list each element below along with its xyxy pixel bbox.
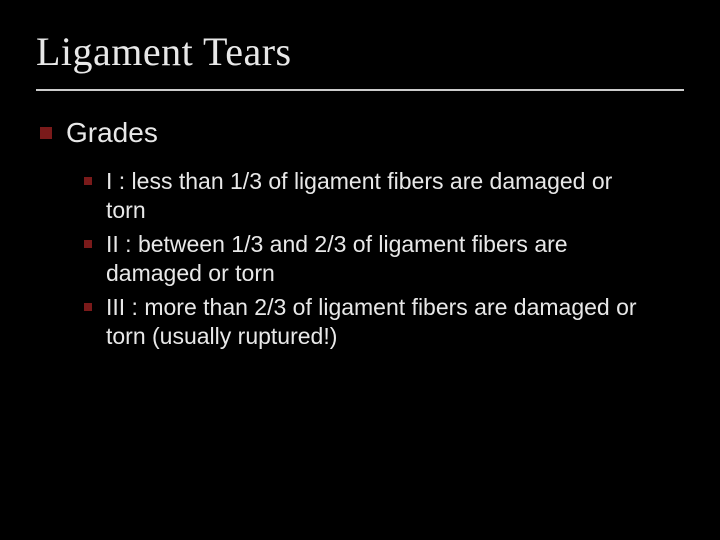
level1-text: Grades xyxy=(66,117,158,149)
square-bullet-icon xyxy=(84,177,92,185)
bullet-level2: II : between 1/3 and 2/3 of ligament fib… xyxy=(84,230,654,289)
bullet-level1: Grades xyxy=(40,117,684,149)
slide-title: Ligament Tears xyxy=(36,28,684,75)
slide: Ligament Tears Grades I : less than 1/3 … xyxy=(0,0,720,540)
level2-text: II : between 1/3 and 2/3 of ligament fib… xyxy=(106,230,654,289)
level2-text: I : less than 1/3 of ligament fibers are… xyxy=(106,167,654,226)
square-bullet-icon xyxy=(84,240,92,248)
level2-text: III : more than 2/3 of ligament fibers a… xyxy=(106,293,654,352)
level2-list: I : less than 1/3 of ligament fibers are… xyxy=(84,167,654,352)
bullet-level2: III : more than 2/3 of ligament fibers a… xyxy=(84,293,654,352)
square-bullet-icon xyxy=(40,127,52,139)
square-bullet-icon xyxy=(84,303,92,311)
bullet-level2: I : less than 1/3 of ligament fibers are… xyxy=(84,167,654,226)
title-block: Ligament Tears xyxy=(36,28,684,91)
